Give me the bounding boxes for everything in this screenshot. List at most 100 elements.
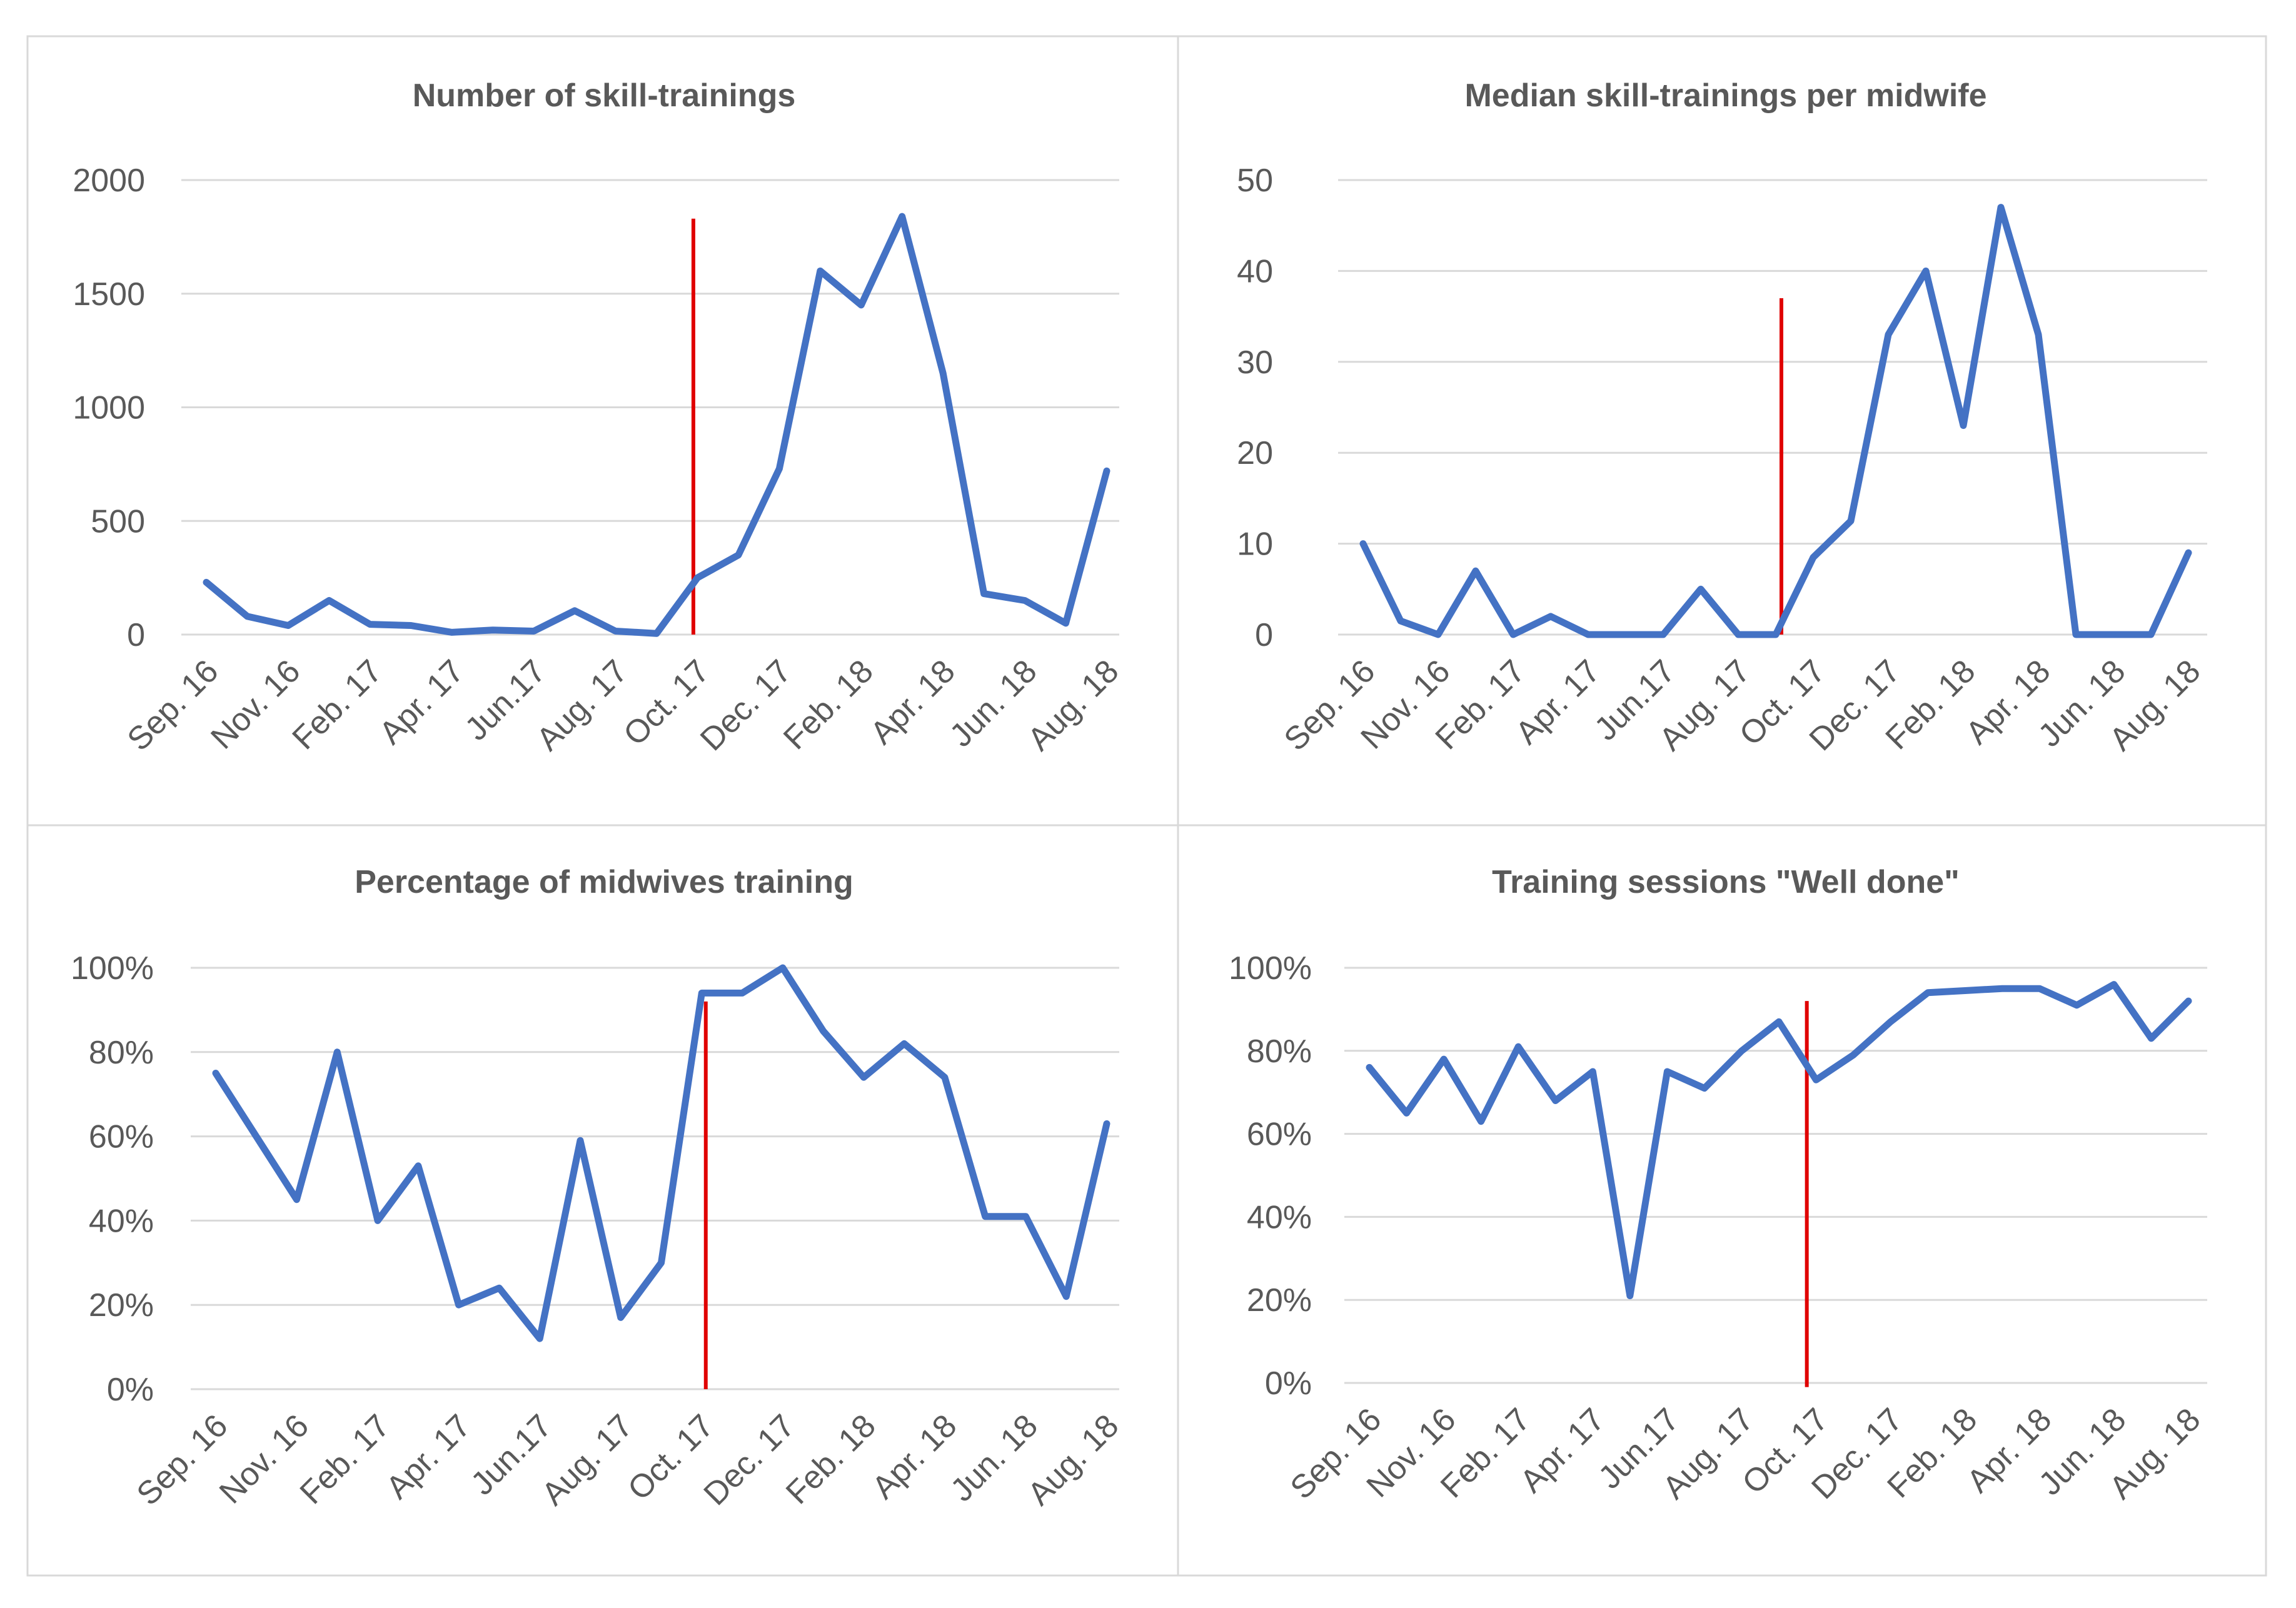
data-point: [1925, 990, 1931, 995]
x-tick-label: Apr. 18: [865, 1407, 964, 1506]
data-point: [1923, 268, 1928, 274]
data-point: [1962, 988, 1968, 993]
data-point: [408, 623, 414, 628]
x-tick-label: Feb. 18: [777, 653, 880, 756]
x-tick-label: Aug. 18: [1021, 1407, 1126, 1512]
x-tick-label: Apr. 17: [373, 653, 471, 751]
chart-title: Training sessions "Well done": [1492, 864, 1960, 900]
data-point: [1436, 632, 1441, 637]
data-point: [899, 214, 905, 219]
y-tick-label: 30: [1237, 344, 1273, 381]
chart-title: Percentage of midwives training: [355, 864, 853, 900]
data-point: [2037, 986, 2042, 992]
chart-panel-frame-4: [1177, 824, 2267, 1577]
data-point: [213, 1070, 218, 1076]
y-tick-label: 40%: [1247, 1199, 1312, 1235]
y-tick-label: 20: [1237, 435, 1273, 471]
y-tick-label: 10: [1237, 526, 1273, 563]
data-point: [1441, 1057, 1447, 1062]
data-point: [1473, 568, 1478, 574]
data-point: [2073, 632, 2078, 637]
series-line: [212, 964, 1110, 1342]
y-tick-label: 0%: [1265, 1365, 1312, 1402]
data-point: [1553, 1098, 1558, 1103]
data-point: [981, 591, 987, 596]
data-point: [780, 965, 785, 970]
x-tick-label: Feb. 17: [286, 653, 390, 756]
data-point: [817, 268, 823, 274]
y-tick-label: 2000: [73, 163, 145, 199]
x-tick-label: Apr. 18: [864, 653, 962, 751]
data-point: [1736, 632, 1741, 637]
data-point: [1701, 1085, 1707, 1091]
data-point: [1813, 1077, 1819, 1083]
data-point: [490, 627, 496, 633]
series-line: [203, 213, 1110, 637]
data-point: [2111, 982, 2117, 987]
data-point: [2186, 998, 2191, 1004]
data-point: [496, 1285, 502, 1291]
x-tick-label: Apr. 17: [380, 1407, 478, 1506]
y-tick-label: 0: [127, 617, 145, 653]
data-point: [940, 370, 946, 376]
data-point: [1064, 1294, 1069, 1299]
data-point: [735, 552, 741, 558]
data-point: [1361, 541, 1366, 546]
data-point: [415, 1163, 421, 1168]
data-point: [1104, 468, 1109, 474]
data-point: [335, 1049, 340, 1055]
chart-median-skill-trainings-per-midwife: Median skill-trainings per midwife 0 10 20…: [1237, 78, 2207, 758]
data-point: [1811, 555, 1816, 560]
data-point: [1773, 632, 1778, 637]
chart-title: Median skill-trainings per midwife: [1464, 78, 1986, 114]
data-point: [1398, 618, 1403, 624]
x-tick-label: Sep. 16: [121, 653, 226, 758]
x-tick-label: Nov. 16: [213, 1407, 316, 1510]
data-point: [858, 302, 864, 308]
data-point: [326, 598, 332, 603]
x-tick-label: Dec. 17: [697, 1407, 802, 1512]
data-point: [244, 613, 250, 619]
data-point: [1404, 1110, 1409, 1116]
data-point: [2000, 986, 2005, 992]
data-point: [2074, 1002, 2080, 1008]
y-tick-label: 40%: [89, 1203, 154, 1239]
data-point: [2148, 1035, 2154, 1041]
data-point: [294, 1197, 300, 1202]
data-point: [1022, 598, 1028, 603]
y-tick-label: 80%: [1247, 1033, 1312, 1070]
data-point: [1998, 204, 2003, 210]
data-point: [1848, 518, 1853, 524]
y-tick-label: 100%: [1229, 950, 1312, 987]
data-point: [1478, 1118, 1484, 1124]
x-tick-label: Apr. 17: [1513, 1401, 1612, 1500]
data-point: [285, 623, 291, 628]
y-tick-label: 100%: [71, 950, 154, 987]
y-tick-label: 60%: [1247, 1117, 1312, 1153]
data-point: [982, 1214, 988, 1219]
x-tick-label: Feb. 18: [779, 1407, 883, 1511]
x-tick-label: Apr. 17: [1509, 653, 1608, 751]
chart-title: Number of skill-trainings: [413, 78, 796, 114]
data-point: [1063, 620, 1069, 626]
data-point: [2148, 632, 2153, 637]
y-tick-label: 80%: [89, 1035, 154, 1071]
data-point: [1627, 1293, 1633, 1299]
data-point: [1888, 1019, 1893, 1025]
data-point: [618, 1315, 623, 1320]
y-tick-label: 0%: [107, 1372, 154, 1408]
data-point: [2111, 632, 2116, 637]
x-tick-label: Dec. 17: [693, 653, 798, 758]
y-tick-label: 500: [91, 503, 145, 540]
x-tick-label: Aug. 17: [535, 1407, 640, 1512]
x-tick-label: Feb. 17: [293, 1407, 397, 1511]
data-point: [902, 1041, 907, 1047]
data-point: [1623, 632, 1628, 637]
data-point: [613, 628, 618, 634]
x-tick-label: Aug. 17: [530, 653, 635, 758]
y-tick-label: 50: [1237, 163, 1273, 199]
data-point: [1886, 332, 1891, 338]
y-tick-label: 0: [1255, 617, 1273, 653]
data-point: [942, 1075, 947, 1080]
data-point: [777, 466, 782, 471]
